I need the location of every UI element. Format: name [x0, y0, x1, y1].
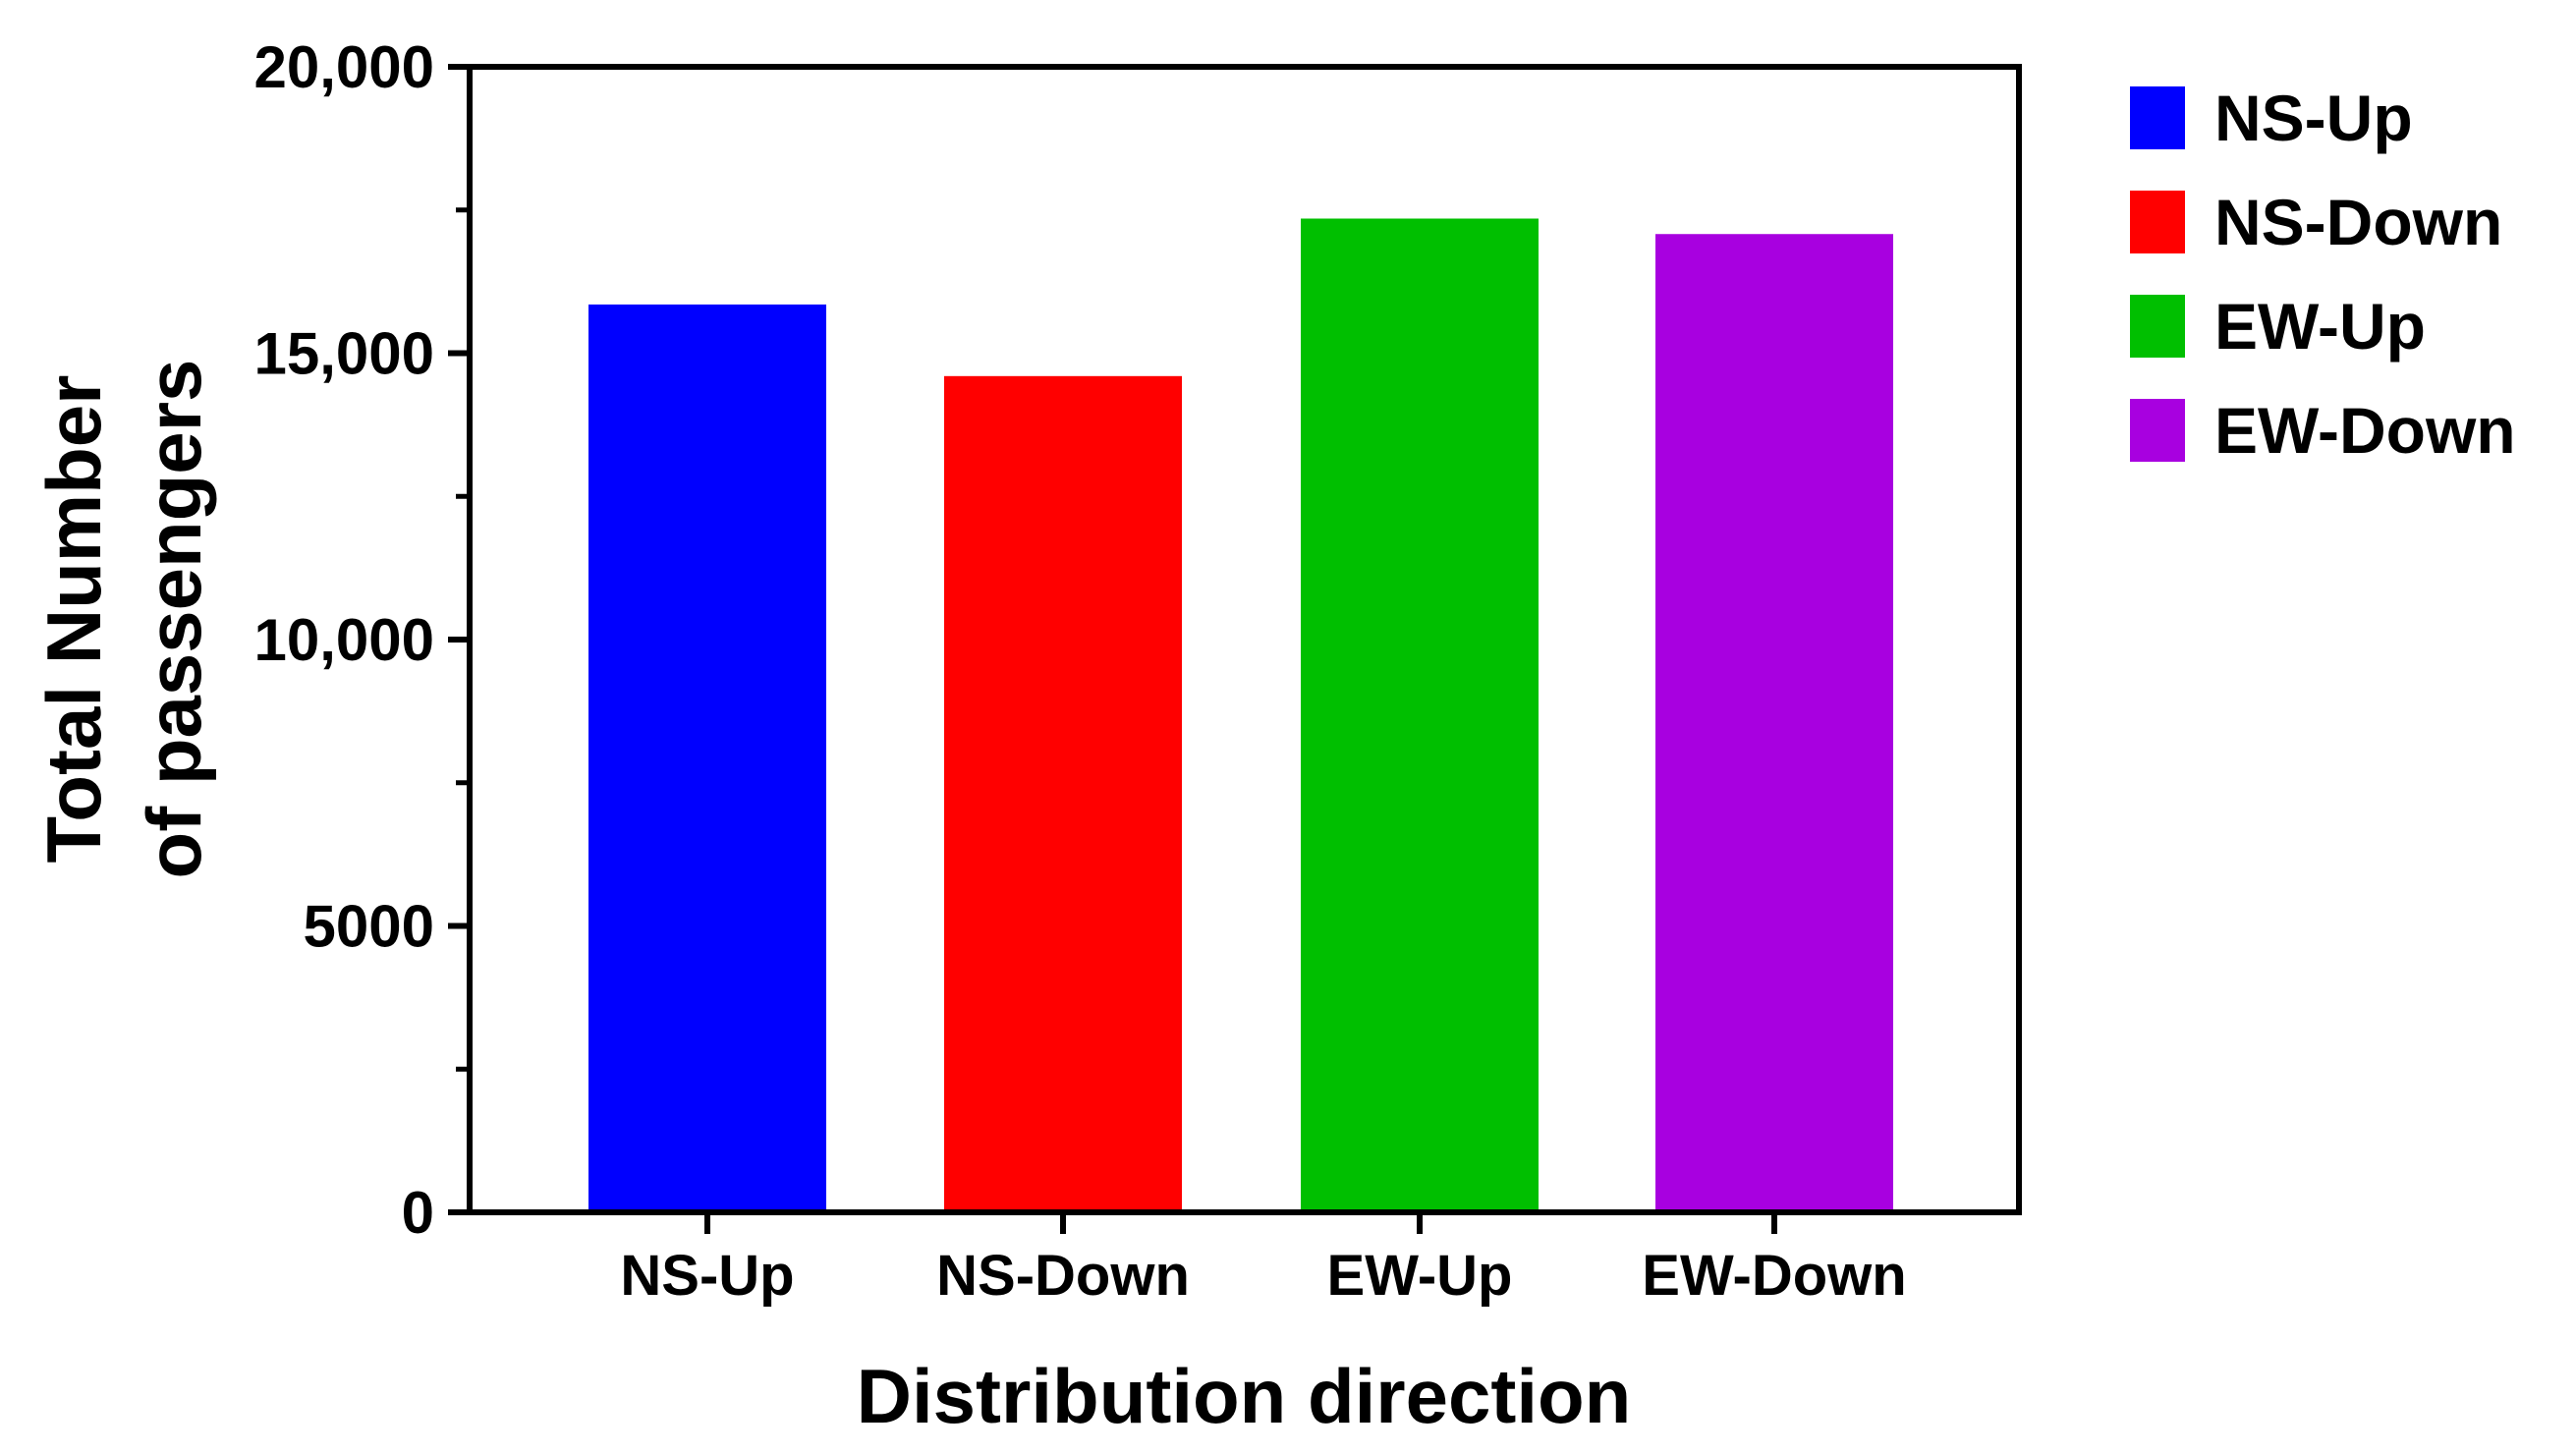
y-tick-label: 10,000 [253, 607, 434, 673]
x-tick-label: EW-Down [1642, 1244, 1906, 1308]
legend-label: EW-Up [2214, 290, 2426, 363]
bar-ew-up [1301, 218, 1539, 1212]
legend-swatch [2130, 399, 2185, 462]
bars-group [588, 218, 1893, 1213]
y-tick-label: 0 [402, 1180, 434, 1246]
bar-ns-up [588, 304, 826, 1212]
y-axis-title-line-1: Total Number [30, 375, 117, 864]
legend-label: NS-Up [2214, 82, 2413, 154]
x-axis-title: Distribution direction [857, 1353, 1632, 1439]
y-tick-label: 20,000 [253, 34, 434, 100]
legend-swatch [2130, 86, 2185, 149]
x-tick-label: NS-Down [936, 1244, 1190, 1308]
x-ticks-group: NS-Up NS-Down EW-Up EW-Down [620, 1212, 1907, 1308]
x-tick-label: NS-Up [620, 1244, 794, 1308]
bar-ew-down [1655, 234, 1893, 1213]
y-tick-label: 5000 [304, 894, 434, 960]
legend-label: NS-Down [2214, 186, 2502, 258]
x-tick-label: EW-Up [1327, 1244, 1513, 1308]
legend-swatch [2130, 191, 2185, 253]
y-ticks-group: 0 5000 10,000 15,000 20,000 [253, 34, 470, 1246]
bar-ns-down [944, 375, 1182, 1212]
legend-swatch [2130, 295, 2185, 358]
legend: NS-Up NS-Down EW-Up EW-Down [2130, 82, 2516, 467]
y-axis-title-line-2: of passengers [131, 360, 217, 879]
y-tick-label: 15,000 [253, 321, 434, 387]
legend-label: EW-Down [2214, 394, 2516, 467]
